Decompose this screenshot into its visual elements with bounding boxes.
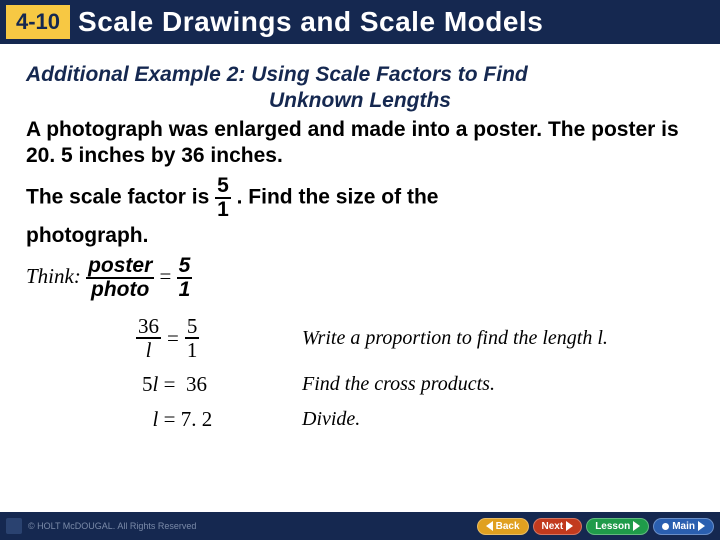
main-dot-icon — [662, 523, 669, 530]
content-area: Additional Example 2: Using Scale Factor… — [0, 44, 720, 432]
problem-para3: photograph. — [26, 223, 694, 249]
nav-buttons: Back Next Lesson Main — [477, 518, 714, 535]
think-rhs-num: 5 — [177, 255, 193, 279]
step-3: l = 7. 2 Divide. — [136, 407, 694, 432]
next-label: Next — [542, 521, 564, 532]
step-2: 5l = 36 Find the cross products. — [136, 372, 694, 397]
step-1: 36 l = 5 1 Write a proportion to find th… — [136, 315, 694, 361]
think-lhs-fraction: poster photo — [86, 255, 154, 301]
main-arrow-icon — [698, 521, 705, 531]
think-eq: = — [160, 264, 172, 288]
think-lhs-num: poster — [86, 255, 154, 279]
step1-lhs-frac: 36 l — [136, 315, 161, 361]
step-2-math: 5l = 36 — [136, 372, 286, 397]
problem-para2a: The scale factor is — [26, 186, 209, 209]
main-button[interactable]: Main — [653, 518, 714, 535]
back-label: Back — [496, 521, 520, 532]
publisher-logo-icon — [6, 518, 22, 534]
steps-block: 36 l = 5 1 Write a proportion to find th… — [136, 315, 694, 431]
problem-para1: A photograph was enlarged and made into … — [26, 117, 694, 170]
step-2-explain: Find the cross products. — [302, 373, 694, 396]
step1-eq: = — [167, 326, 179, 351]
copyright-text: © HOLT McDOUGAL. All Rights Reserved — [28, 521, 196, 531]
think-rhs-den: 1 — [177, 279, 193, 301]
copyright: © HOLT McDOUGAL. All Rights Reserved — [6, 518, 196, 534]
example-title-line2: Unknown Lengths — [26, 88, 694, 114]
lesson-button[interactable]: Lesson — [586, 518, 649, 535]
lesson-arrow-icon — [633, 521, 640, 531]
page-title: Scale Drawings and Scale Models — [78, 6, 543, 38]
next-arrow-icon — [566, 521, 573, 531]
main-label: Main — [672, 521, 695, 532]
step-3-math: l = 7. 2 — [136, 407, 286, 432]
step1-rhs-frac: 5 1 — [185, 315, 200, 361]
lesson-badge: 4-10 — [6, 5, 70, 39]
step1-lhs-d: l — [136, 339, 161, 361]
step1-rhs-d: 1 — [185, 339, 200, 361]
back-button[interactable]: Back — [477, 518, 529, 535]
think-lhs-den: photo — [86, 279, 154, 301]
problem-para2b: . Find the size of the — [237, 186, 439, 209]
header-bar: 4-10 Scale Drawings and Scale Models — [0, 0, 720, 44]
step1-rhs-n: 5 — [185, 315, 200, 339]
footer-bar: © HOLT McDOUGAL. All Rights Reserved Bac… — [0, 512, 720, 540]
scale-factor-fraction: 5 1 — [215, 175, 231, 221]
think-line: Think: poster photo = 5 1 — [26, 255, 694, 301]
step1-lhs-n: 36 — [136, 315, 161, 339]
lesson-label: Lesson — [595, 521, 630, 532]
back-arrow-icon — [486, 521, 493, 531]
step-3-explain: Divide. — [302, 408, 694, 431]
step-1-explain: Write a proportion to find the length l. — [302, 327, 694, 350]
next-button[interactable]: Next — [533, 518, 583, 535]
sf-numerator: 5 — [215, 175, 231, 199]
problem-para2: The scale factor is 5 1 . Find the size … — [26, 175, 694, 221]
think-rhs-fraction: 5 1 — [177, 255, 193, 301]
example-title-line1: Additional Example 2: Using Scale Factor… — [26, 62, 694, 88]
sf-denominator: 1 — [215, 199, 231, 221]
think-label: Think: — [26, 264, 81, 288]
step-1-math: 36 l = 5 1 — [136, 315, 286, 361]
